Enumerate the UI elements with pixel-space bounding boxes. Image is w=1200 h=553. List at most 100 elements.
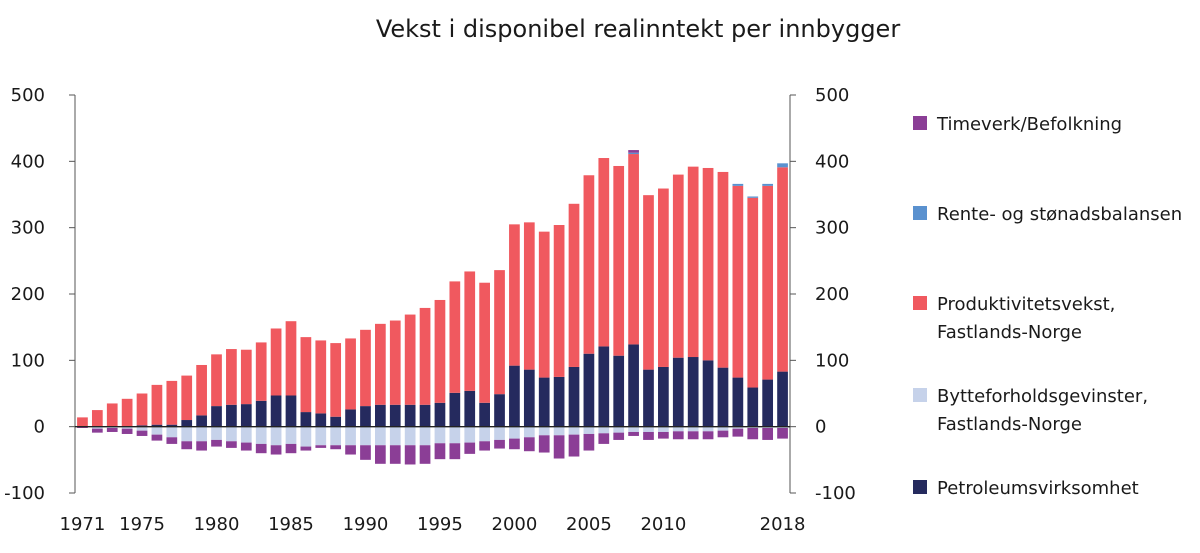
bar-segment	[747, 387, 759, 427]
bar-segment	[270, 445, 282, 455]
y-tick-label-left: 0	[34, 417, 45, 438]
y-tick-label-right: 0	[815, 417, 826, 438]
legend-swatch	[913, 116, 927, 130]
bar-segment	[687, 357, 699, 427]
y-tick-label-left: 400	[11, 151, 45, 172]
bar-segment	[389, 445, 401, 464]
bar-segment	[583, 353, 595, 427]
bar-segment	[91, 428, 103, 433]
bar-segment	[255, 426, 267, 444]
legend-label: Rente- og stønadsbalansen	[937, 204, 1182, 225]
bar-segment	[672, 426, 684, 432]
x-tick-label: 1990	[343, 514, 389, 535]
bar-segment	[77, 426, 88, 428]
bar-segment	[732, 426, 744, 429]
legend-swatch	[913, 480, 927, 494]
bar-segment	[240, 349, 252, 405]
bar-segment	[762, 379, 774, 427]
bar-segment	[568, 203, 580, 367]
bar-segment	[196, 415, 207, 427]
bar-segment	[613, 432, 625, 440]
bar-segment	[658, 188, 669, 367]
bar-segment	[479, 282, 490, 403]
bar-segment	[121, 428, 133, 434]
bar-segment	[687, 431, 699, 440]
bar-segment	[509, 365, 520, 427]
bar-segment	[226, 404, 237, 427]
plot-area: -100 -100 0 0 100 100 200 200 300 300 400 400 500 500…	[4, 85, 856, 535]
bar-segment	[523, 222, 535, 370]
bar-segment	[523, 369, 535, 427]
bar-segment	[375, 445, 386, 464]
bar-segment	[658, 426, 669, 432]
bar-segment	[375, 323, 386, 405]
bar-segment	[777, 426, 788, 428]
bar-segment	[598, 346, 610, 427]
bar-segment	[464, 271, 476, 391]
bar-segment	[226, 349, 237, 405]
bar-segment	[106, 403, 118, 427]
bar-segment	[181, 426, 193, 442]
bar-segment	[240, 442, 252, 451]
bar-segment	[375, 404, 386, 427]
bar-segment	[300, 426, 312, 447]
bar-segment	[702, 431, 714, 440]
bar-segment	[270, 395, 282, 427]
bar-segment	[449, 443, 461, 460]
bar-segment	[538, 435, 550, 453]
bar-segment	[494, 426, 505, 440]
bar-segment	[181, 441, 193, 450]
bar-segment	[494, 270, 505, 395]
bar-segment	[151, 384, 163, 425]
bar-segment	[360, 445, 371, 460]
bar-segment	[136, 426, 148, 431]
bar-segment	[628, 431, 639, 436]
legend-swatch	[913, 388, 927, 402]
bar-segment	[464, 442, 476, 454]
bar-segment	[345, 445, 356, 455]
bar-segment	[643, 369, 654, 427]
bar-segment	[479, 402, 490, 427]
legend-swatch	[913, 206, 927, 220]
bar-segment	[106, 426, 118, 428]
bar-segment	[732, 428, 744, 437]
bar-segment	[315, 426, 327, 446]
bar-segment	[628, 344, 639, 427]
bar-segment	[553, 435, 565, 459]
bar-segment	[196, 441, 207, 451]
bar-segment	[360, 406, 371, 427]
bar-segment	[464, 426, 476, 443]
bar-segment	[538, 231, 550, 378]
bar-segment	[687, 166, 699, 358]
bar-segment	[226, 441, 237, 448]
bar-segment	[166, 380, 178, 425]
bar-segment	[598, 433, 610, 444]
bar-segment	[687, 426, 699, 432]
bar-segment	[345, 426, 356, 446]
bar-segment	[240, 426, 252, 443]
bar-segment	[568, 434, 580, 457]
bar-segment	[330, 426, 342, 446]
bar-segment	[211, 406, 222, 427]
bar-segment	[300, 412, 312, 427]
legend-label: Petroleumsvirksomhet	[937, 478, 1139, 499]
bar-segment	[196, 426, 207, 442]
bar-segment	[658, 431, 669, 439]
legend-label: Bytteforholdsgevinster,	[937, 386, 1148, 407]
bar-segment	[479, 426, 490, 442]
bar-segment	[598, 426, 610, 434]
bar-segment	[702, 426, 714, 432]
bar-segment	[643, 431, 654, 440]
bar-segment	[330, 416, 342, 427]
bar-segment	[672, 431, 684, 440]
bar-segment	[389, 404, 401, 427]
bar-segment	[583, 175, 595, 354]
bar-segment	[643, 426, 654, 432]
y-tick-label-right: -100	[815, 483, 856, 504]
bar-segment	[166, 437, 178, 444]
bar-segment	[404, 426, 416, 446]
bar-segment	[449, 281, 461, 393]
bar-segment	[255, 443, 267, 454]
bar-segment	[211, 354, 222, 407]
